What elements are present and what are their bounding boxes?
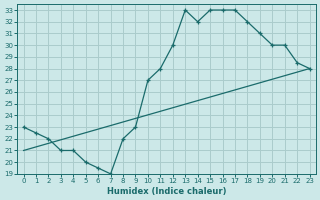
X-axis label: Humidex (Indice chaleur): Humidex (Indice chaleur) xyxy=(107,187,226,196)
